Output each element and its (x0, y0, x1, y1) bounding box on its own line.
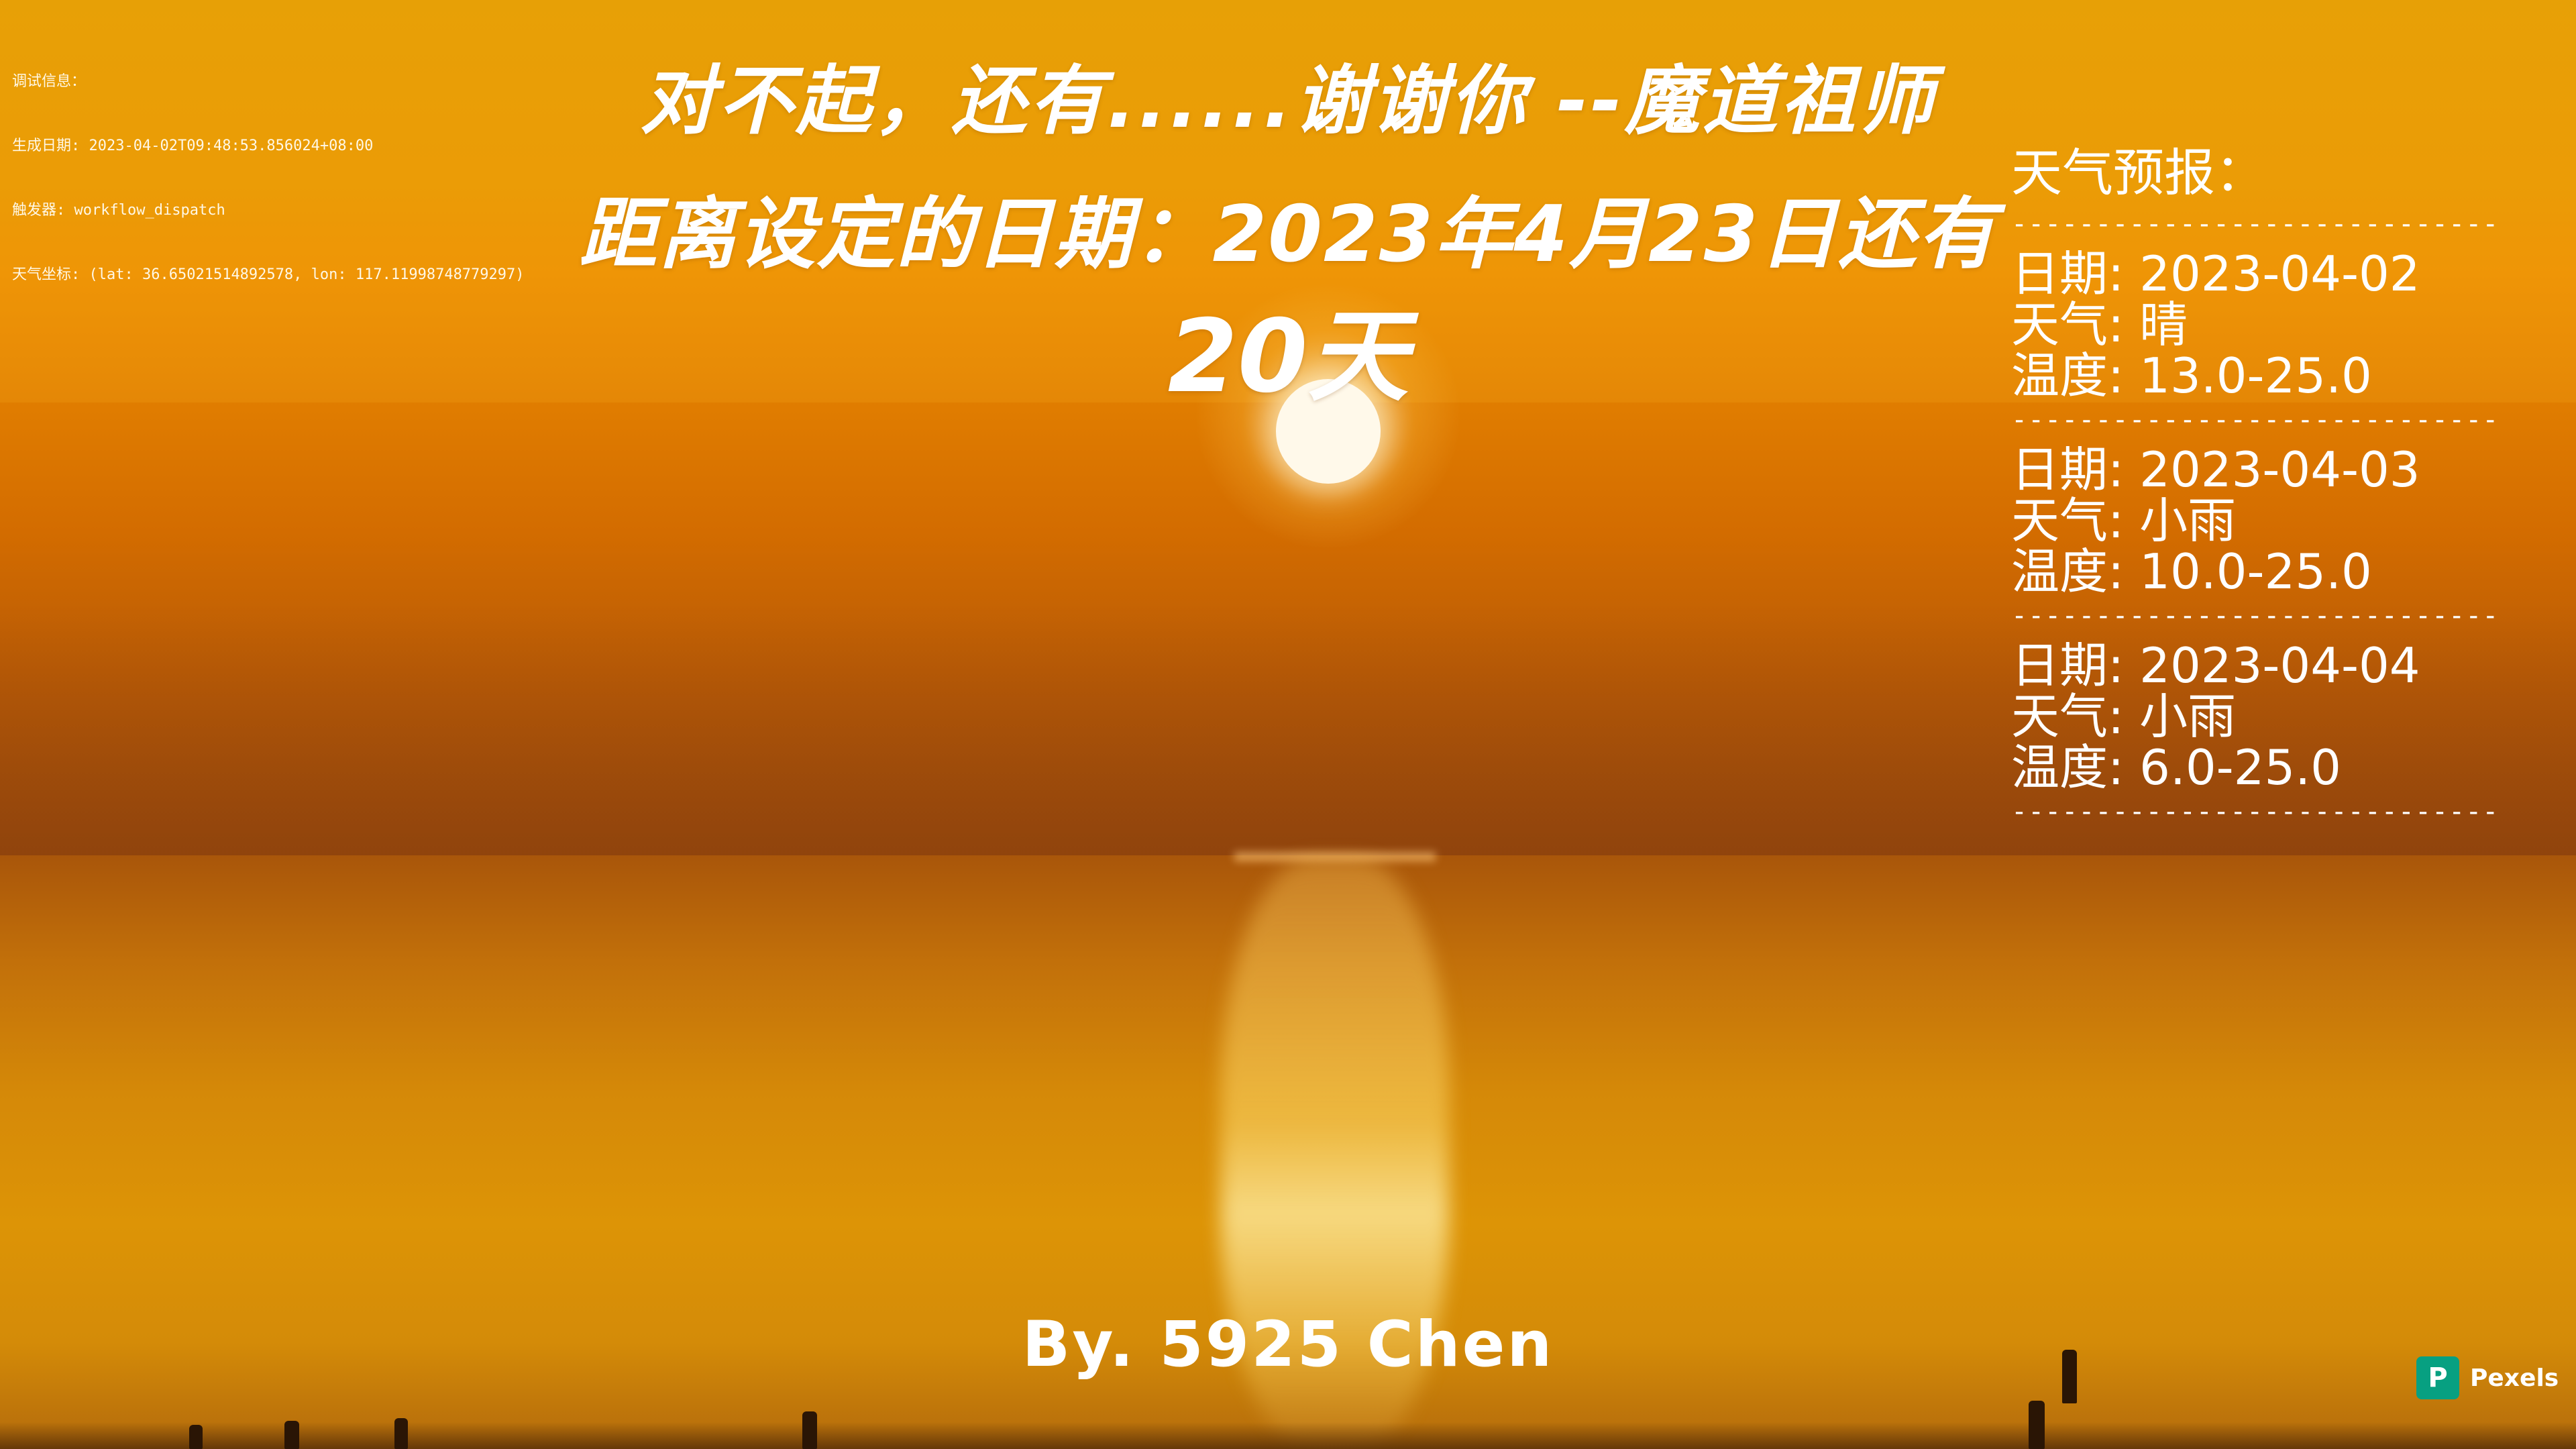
forecast-condition: 天气: 晴 (2011, 297, 2188, 353)
forecast-condition: 天气: 小雨 (2011, 688, 2237, 745)
debug-weather-coords: 天气坐标: (lat: 36.6502151489257​8, lon: 117… (12, 266, 525, 283)
pexels-watermark[interactable]: P Pexels (2416, 1356, 2559, 1399)
debug-generated-date: 生成日期: 2023-04-02T09:48:53.856024+08:00 (12, 138, 374, 154)
shoreline (0, 1422, 2576, 1449)
countdown-days: 20天 (1167, 299, 1409, 415)
debug-info: 调试信息： 生成日期: 2023-04-02T09:48:53.856024+0… (12, 28, 525, 307)
forecast-day: 日期: 2023-04-04 天气: 小雨 温度: 6.0-25.0 (2011, 640, 2521, 793)
sun (1276, 379, 1381, 484)
author-signature: By. 5925 Chen (1022, 1308, 1554, 1381)
separator: -------------------------------- (2011, 407, 2501, 433)
person-silhouette (2029, 1401, 2045, 1449)
forecast-temperature: 温度: 10.0-25.0 (2011, 543, 2372, 600)
sun-reflection (1221, 859, 1449, 1449)
person-silhouette (394, 1418, 408, 1449)
debug-heading: 调试信息： (12, 73, 87, 90)
separator: -------------------------------- (2011, 798, 2501, 825)
separator: -------------------------------- (2011, 211, 2501, 237)
person-silhouette (802, 1411, 817, 1449)
separator: -------------------------------- (2011, 602, 2501, 629)
horizon-glow (1234, 852, 1436, 861)
countdown-text: 距离设定的日期：2023年4月23日还有 (579, 189, 1997, 280)
pexels-name: Pexels (2470, 1364, 2559, 1392)
weather-title: 天气预报： (2011, 143, 2266, 203)
person-silhouette (189, 1425, 203, 1449)
forecast-date: 日期: 2023-04-04 (2011, 637, 2420, 694)
weather-forecast: 天气预报： -------------------------------- 日… (2011, 148, 2521, 836)
forecast-temperature: 温度: 6.0-25.0 (2011, 739, 2341, 796)
forecast-temperature: 温度: 13.0-25.0 (2011, 347, 2372, 404)
pexels-logo-icon: P (2416, 1356, 2459, 1399)
quote-text: 对不起，还有......谢谢你 --魔道祖师 (640, 58, 1936, 145)
horizon-haze (0, 604, 2576, 859)
forecast-date: 日期: 2023-04-02 (2011, 246, 2420, 302)
person-silhouette (2062, 1350, 2077, 1403)
forecast-day: 日期: 2023-04-02 天气: 晴 温度: 13.0-25.0 (2011, 248, 2521, 401)
forecast-day: 日期: 2023-04-03 天气: 小雨 温度: 10.0-25.0 (2011, 444, 2521, 597)
forecast-condition: 天气: 小雨 (2011, 492, 2237, 549)
person-silhouette (284, 1421, 299, 1449)
forecast-date: 日期: 2023-04-03 (2011, 441, 2420, 498)
debug-trigger: 触发器: workflow_dispatch (12, 202, 225, 219)
